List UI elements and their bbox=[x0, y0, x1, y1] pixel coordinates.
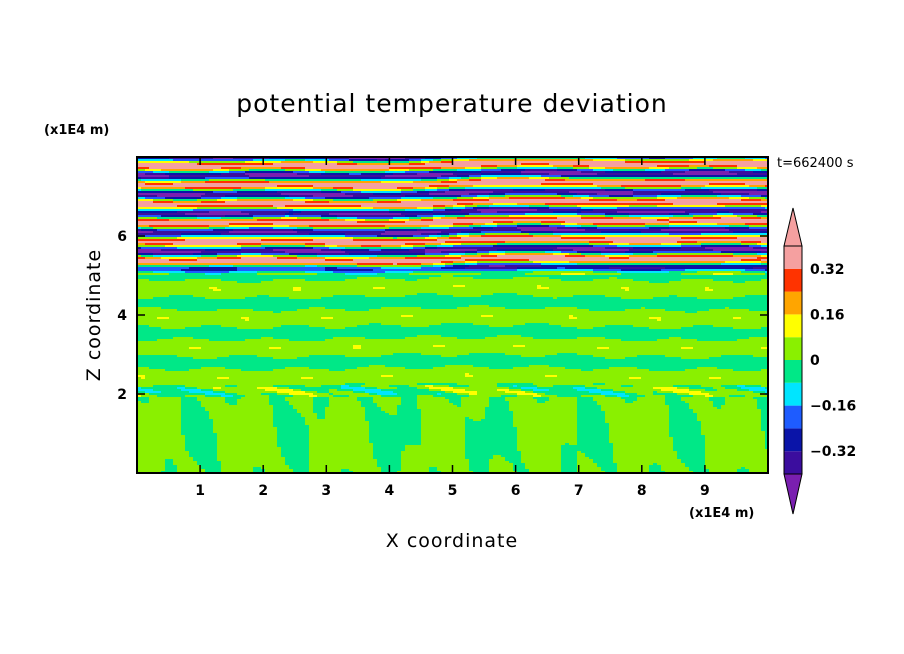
chart-title: potential temperature deviation bbox=[236, 89, 667, 118]
plot-area bbox=[137, 157, 769, 473]
y-axis-unit: (x1E4 m) bbox=[44, 123, 109, 138]
time-label: t=662400 s bbox=[777, 156, 854, 171]
